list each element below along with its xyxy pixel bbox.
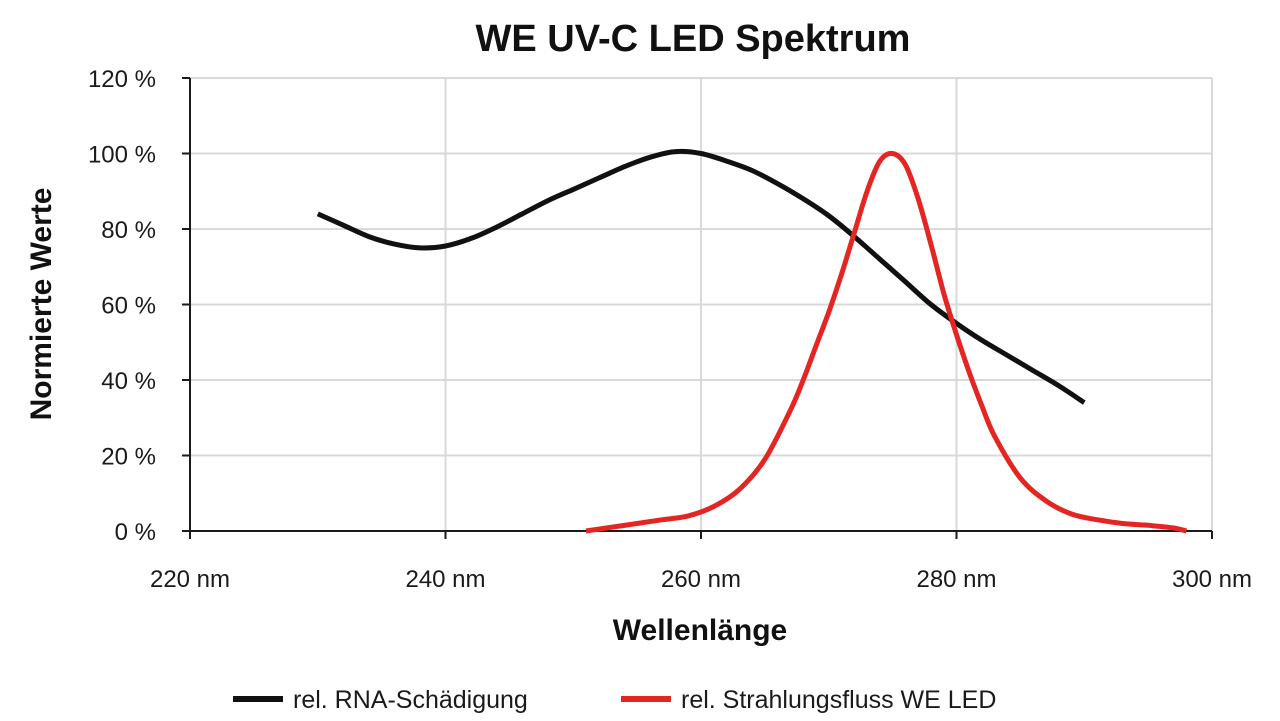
x-tick-label: 260 nm	[661, 566, 741, 593]
chart-title: WE UV-C LED Spektrum	[476, 18, 911, 60]
legend-label-led: rel. Strahlungsfluss WE LED	[681, 686, 996, 714]
series-line-rna	[316, 148, 1086, 405]
y-tick-label: 80 %	[101, 217, 156, 244]
x-axis-title: Wellenlänge	[613, 614, 788, 647]
legend-item-led: rel. Strahlungsfluss WE LED	[621, 686, 996, 714]
x-tick-label: 220 nm	[150, 566, 230, 593]
y-axis-title: Normierte Werte	[25, 188, 58, 421]
y-axis-ticks: 0 % 20 % 40 % 60 % 80 % 100 % 120 %	[88, 66, 190, 546]
y-tick-label: 60 %	[101, 293, 156, 320]
legend-item-rna: rel. RNA-Schädigung	[233, 686, 528, 714]
y-tick-label: 100 %	[88, 142, 156, 169]
x-tick-label: 240 nm	[405, 566, 485, 593]
legend: rel. RNA-Schädigung rel. Strahlungsfluss…	[233, 686, 996, 714]
x-tick-label: 280 nm	[916, 566, 996, 593]
y-tick-label: 120 %	[88, 66, 156, 93]
series-lines	[316, 148, 1188, 534]
series-line-led	[585, 150, 1188, 534]
y-tick-label: 40 %	[101, 368, 156, 395]
x-tick-label: 300 nm	[1172, 566, 1252, 593]
legend-label-rna: rel. RNA-Schädigung	[293, 686, 528, 714]
x-axis-ticks: 220 nm 240 nm 260 nm 280 nm 300 nm	[150, 531, 1252, 593]
y-tick-label: 20 %	[101, 444, 156, 471]
grid-lines	[190, 77, 1213, 531]
y-tick-label: 0 %	[115, 519, 156, 546]
